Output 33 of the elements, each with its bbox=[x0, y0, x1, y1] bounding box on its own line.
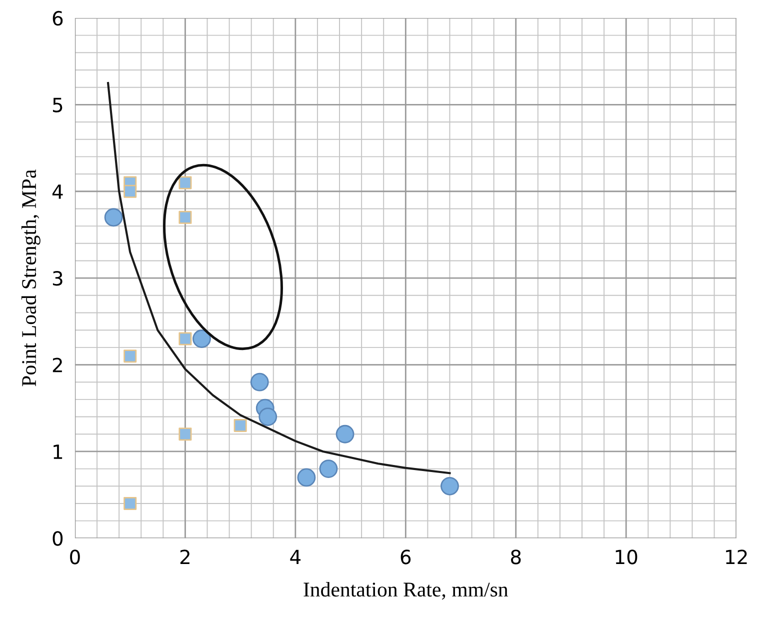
point bbox=[192, 330, 211, 348]
y-tick-label: 6 bbox=[52, 10, 63, 26]
y-tick-label: 5 bbox=[52, 98, 62, 112]
y-tick-label: 4 bbox=[52, 184, 63, 199]
point bbox=[250, 372, 269, 392]
point bbox=[258, 408, 278, 426]
x-tick-label: 6 bbox=[400, 550, 411, 564]
point bbox=[440, 476, 459, 496]
point bbox=[124, 496, 137, 510]
x-tick-label: 0 bbox=[70, 550, 80, 564]
x-tick-label: 12 bbox=[726, 550, 747, 564]
point bbox=[104, 208, 123, 227]
x-tick-label: 4 bbox=[290, 550, 301, 564]
point bbox=[178, 332, 192, 346]
y-tick-label: 2 bbox=[52, 358, 62, 372]
y-axis-title: Point Load Strength, MPa bbox=[21, 170, 40, 386]
point bbox=[178, 210, 192, 224]
point bbox=[336, 424, 354, 444]
x-tick-label: 10 bbox=[616, 550, 638, 564]
x-tick-label: 2 bbox=[180, 550, 190, 564]
point bbox=[124, 350, 137, 363]
y-tick-label: 0 bbox=[52, 531, 63, 546]
point bbox=[297, 468, 316, 487]
point bbox=[124, 184, 137, 198]
point bbox=[178, 176, 192, 190]
line-series bbox=[107, 82, 451, 474]
x-axis-title: Indentation Rate, mm/sn bbox=[304, 582, 508, 600]
point bbox=[178, 428, 192, 441]
y-tick-label: 3 bbox=[52, 271, 62, 286]
point bbox=[234, 418, 247, 432]
point bbox=[319, 460, 338, 478]
y-tick-label: 1 bbox=[54, 444, 62, 459]
x-tick-label: 8 bbox=[511, 550, 521, 564]
